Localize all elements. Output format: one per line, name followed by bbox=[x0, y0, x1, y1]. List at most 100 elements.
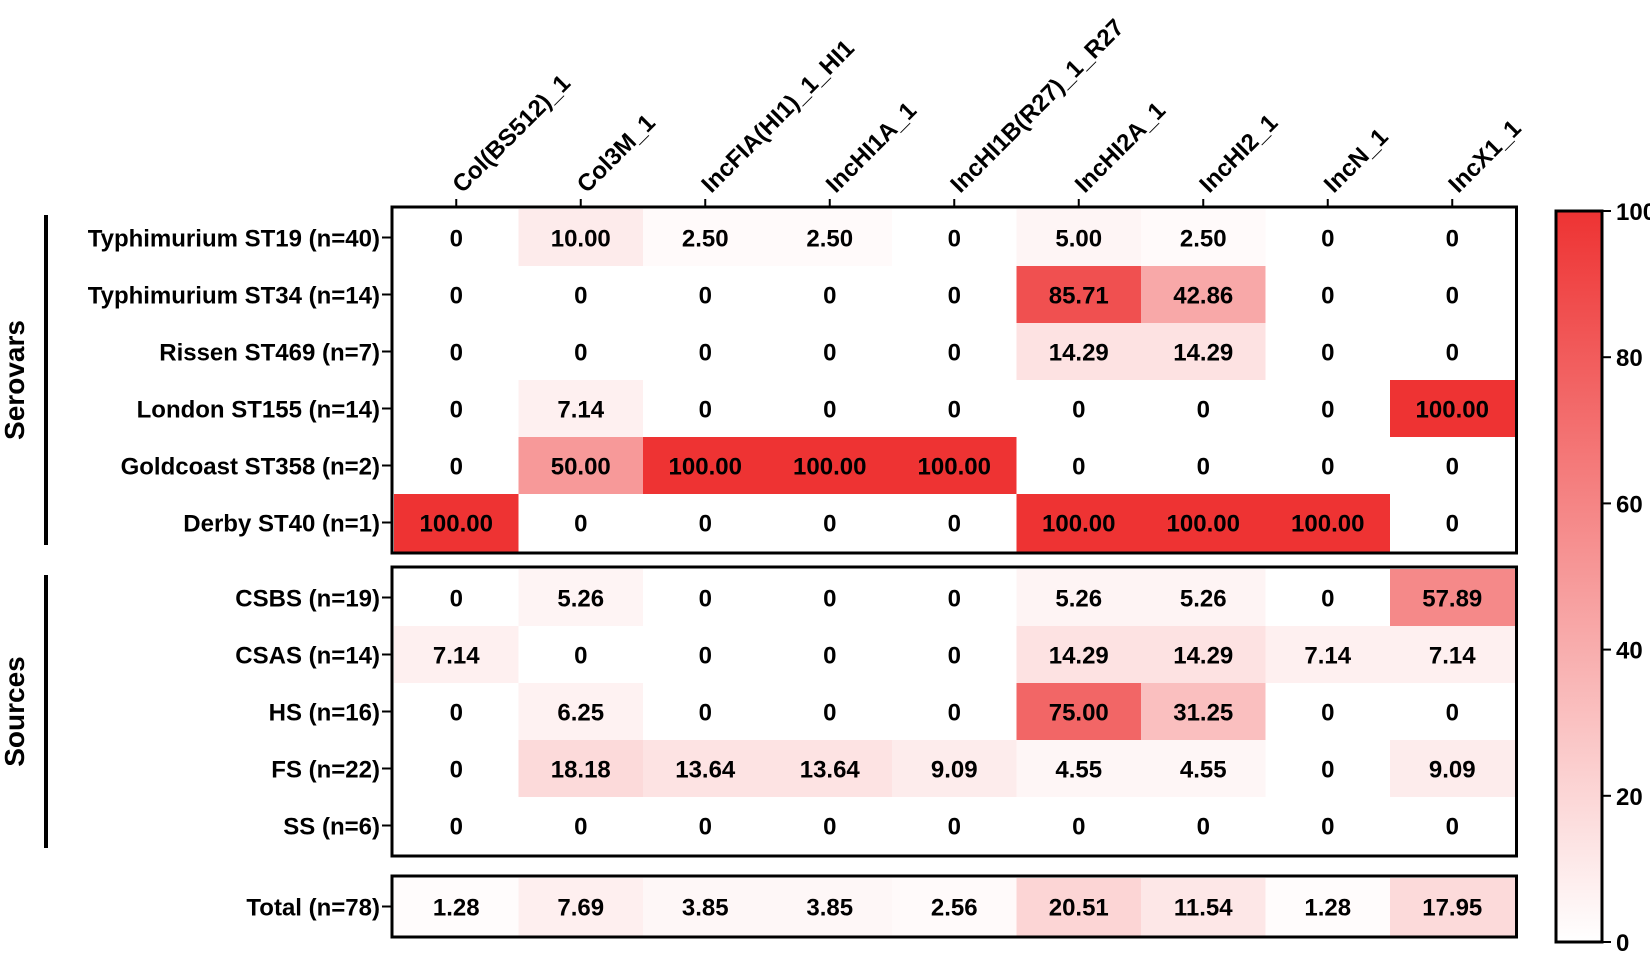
heatmap-cell bbox=[1265, 266, 1391, 324]
heatmap-cell bbox=[892, 740, 1017, 798]
cell-value: 0 bbox=[1321, 226, 1334, 253]
cell-value: 0 bbox=[1197, 397, 1210, 424]
cell-value: 1.28 bbox=[1304, 895, 1351, 922]
heatmap-cell bbox=[892, 323, 1017, 381]
heatmap-cell bbox=[767, 380, 893, 438]
heatmap-cell bbox=[1141, 209, 1266, 267]
heatmap-cell bbox=[643, 683, 768, 741]
heatmap-cell bbox=[1016, 626, 1142, 684]
cell-value: 100.00 bbox=[1042, 511, 1115, 538]
cell-value: 100.00 bbox=[1416, 397, 1489, 424]
cell-value: 0 bbox=[450, 700, 463, 727]
row-label: HS (n=16) bbox=[269, 700, 380, 727]
cell-value: 6.25 bbox=[557, 700, 604, 727]
colorbar-tick-label: 100 bbox=[1616, 199, 1650, 226]
cell-value: 57.89 bbox=[1422, 586, 1482, 613]
cell-value: 9.09 bbox=[931, 757, 978, 784]
heatmap-cell bbox=[518, 209, 644, 267]
heatmap-cell bbox=[1265, 209, 1391, 267]
heatmap-cell bbox=[1141, 626, 1266, 684]
heatmap-cell bbox=[767, 266, 893, 324]
cell-value: 0 bbox=[948, 643, 961, 670]
cell-value: 0 bbox=[574, 511, 587, 538]
row-label: CSAS (n=14) bbox=[235, 643, 380, 670]
cell-value: 17.95 bbox=[1422, 895, 1482, 922]
heatmap-cell bbox=[892, 683, 1017, 741]
cell-value: 0 bbox=[823, 586, 836, 613]
heatmap-cell bbox=[1141, 437, 1266, 495]
heatmap-cell bbox=[1016, 740, 1142, 798]
heatmap-cell bbox=[518, 437, 644, 495]
cell-value: 3.85 bbox=[682, 895, 729, 922]
heatmap-cell bbox=[643, 740, 768, 798]
heatmap-cell bbox=[1016, 209, 1142, 267]
heatmap-cell bbox=[643, 878, 768, 936]
heatmap-cell bbox=[643, 266, 768, 324]
cell-value: 10.00 bbox=[551, 226, 611, 253]
cell-value: 0 bbox=[1446, 511, 1459, 538]
heatmap-cell bbox=[892, 494, 1017, 552]
cell-value: 0 bbox=[823, 643, 836, 670]
heatmap-cell bbox=[1390, 569, 1515, 627]
heatmap-cell bbox=[1016, 878, 1142, 936]
heatmap-cell bbox=[892, 380, 1017, 438]
heatmap-cell bbox=[643, 797, 768, 855]
cell-value: 0 bbox=[948, 226, 961, 253]
cell-value: 14.29 bbox=[1173, 340, 1233, 367]
heatmap-cell bbox=[767, 626, 893, 684]
cell-value: 0 bbox=[1446, 700, 1459, 727]
cell-value: 0 bbox=[450, 814, 463, 841]
cell-value: 0 bbox=[699, 586, 712, 613]
heatmap-cell bbox=[394, 494, 519, 552]
cell-value: 2.50 bbox=[806, 226, 853, 253]
heatmap-cell bbox=[1390, 494, 1515, 552]
cell-value: 7.14 bbox=[1304, 643, 1351, 670]
heatmap-cell bbox=[1265, 437, 1391, 495]
heatmap-cell bbox=[518, 878, 644, 936]
heatmap-cell bbox=[518, 569, 644, 627]
cell-value: 0 bbox=[948, 511, 961, 538]
column-label: Col(BS512)_1 bbox=[447, 70, 576, 199]
heatmap-cell bbox=[892, 626, 1017, 684]
heatmap-cell bbox=[1141, 683, 1266, 741]
cell-value: 0 bbox=[574, 340, 587, 367]
heatmap-cell bbox=[643, 626, 768, 684]
heatmap-cell bbox=[892, 878, 1017, 936]
heatmap-cell bbox=[394, 797, 519, 855]
column-label: IncHI2_1 bbox=[1194, 109, 1283, 198]
heatmap-cell bbox=[892, 266, 1017, 324]
heatmap-cell bbox=[1390, 437, 1515, 495]
cell-value: 18.18 bbox=[551, 757, 611, 784]
heatmap-cell bbox=[892, 437, 1017, 495]
cell-value: 5.00 bbox=[1055, 226, 1102, 253]
cell-value: 0 bbox=[1446, 226, 1459, 253]
heatmap-cell bbox=[518, 494, 644, 552]
cell-value: 5.26 bbox=[1055, 586, 1102, 613]
heatmap-cell bbox=[643, 494, 768, 552]
cell-value: 100.00 bbox=[1291, 511, 1364, 538]
colorbar-tick-label: 0 bbox=[1616, 930, 1629, 955]
cell-value: 0 bbox=[574, 283, 587, 310]
cell-value: 0 bbox=[823, 814, 836, 841]
heatmap-cell bbox=[1265, 626, 1391, 684]
heatmap-cell bbox=[394, 740, 519, 798]
heatmap-cell bbox=[1141, 569, 1266, 627]
block-border bbox=[390, 205, 1518, 555]
row-label: CSBS (n=19) bbox=[235, 586, 380, 613]
cell-value: 20.51 bbox=[1049, 895, 1109, 922]
heatmap-cell bbox=[518, 740, 644, 798]
group-label: Serovars bbox=[0, 320, 30, 440]
cell-value: 0 bbox=[1321, 700, 1334, 727]
heatmap-cell bbox=[1016, 797, 1142, 855]
heatmap-cell bbox=[1390, 266, 1515, 324]
heatmap-cell bbox=[1141, 878, 1266, 936]
cell-value: 11.54 bbox=[1174, 895, 1233, 922]
row-label: Total (n=78) bbox=[246, 895, 380, 922]
cell-value: 0 bbox=[823, 283, 836, 310]
cell-value: 0 bbox=[1321, 283, 1334, 310]
heatmap-cell bbox=[394, 683, 519, 741]
cell-value: 0 bbox=[948, 283, 961, 310]
heatmap-cell bbox=[892, 797, 1017, 855]
cell-value: 0 bbox=[450, 586, 463, 613]
cell-value: 0 bbox=[1321, 397, 1334, 424]
